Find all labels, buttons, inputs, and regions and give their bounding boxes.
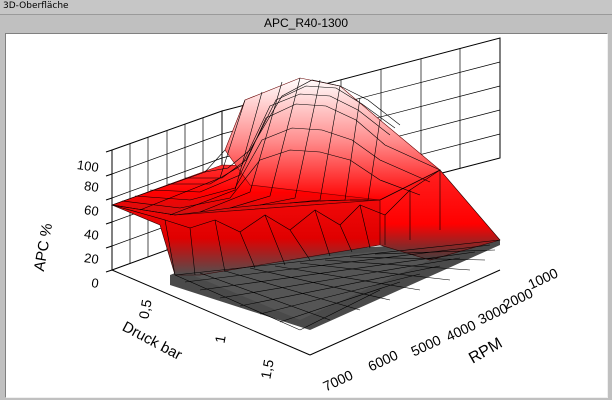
x-axis-label: Druck bar (119, 318, 184, 364)
chart-title: APC_R40-1300 (263, 16, 349, 30)
y-tick-label: 5000 (408, 332, 443, 360)
x-tick-label: 0,5 (136, 298, 155, 320)
z-tick-label: 40 (83, 226, 99, 243)
z-axis: 0 20 40 60 80 100 (76, 157, 100, 291)
window-title: 3D-Oberfläche (3, 1, 69, 11)
x-axis: 0,5 1 1,5 (136, 298, 277, 380)
x-tick-label: 1,5 (258, 358, 277, 380)
z-axis-label: APC % (31, 222, 56, 273)
y-tick-label: 1000 (525, 265, 560, 293)
y-tick-label: 4000 (443, 317, 478, 345)
z-tick-label: 60 (83, 202, 99, 219)
z-tick-label: 80 (83, 178, 99, 195)
z-tick-label: 100 (76, 157, 100, 175)
z-tick-label: 0 (90, 275, 99, 291)
y-tick-label: 6000 (365, 347, 400, 375)
title-bar: 3D-Oberfläche (0, 0, 612, 15)
axis-frame (111, 150, 501, 356)
y-tick-label: 7000 (320, 367, 355, 395)
x-tick-label: 1 (212, 334, 229, 345)
z-tick-label: 20 (83, 250, 99, 267)
y-tick-label: 3000 (475, 300, 510, 328)
y-axis-label: RPM (466, 335, 505, 368)
surface-mesh (111, 77, 501, 331)
